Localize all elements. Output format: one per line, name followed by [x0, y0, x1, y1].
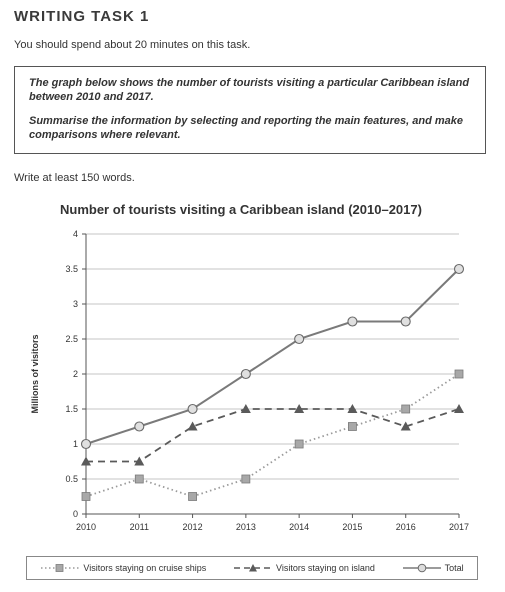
- legend-item-cruise: Visitors staying on cruise ships: [40, 563, 206, 573]
- series-line: [86, 408, 460, 463]
- legend-swatch-total: [402, 563, 441, 573]
- y-tick-label: 0: [73, 509, 78, 519]
- x-axis-ticks: 2010 2011 2012 2013 2014 2015 2016 2017: [76, 514, 469, 532]
- legend-item-total: Total: [402, 563, 464, 573]
- data-point-square: [348, 422, 357, 431]
- data-point-triangle: [454, 404, 464, 413]
- x-tick-label: 2014: [289, 522, 309, 532]
- series-line: [85, 268, 460, 445]
- y-tick-label: 3: [73, 299, 78, 309]
- legend-label-total: Total: [444, 563, 464, 573]
- y-tick-label: 1: [73, 439, 78, 449]
- chart-legend: Visitors staying on cruise ships Visitor…: [26, 556, 478, 580]
- legend-swatch-island: [233, 564, 272, 572]
- x-tick-label: 2011: [130, 522, 149, 532]
- data-point-square: [241, 474, 251, 484]
- data-point-square: [454, 369, 464, 379]
- data-point-square: [294, 439, 304, 449]
- data-point-circle: [347, 316, 358, 327]
- data-point-circle: [80, 438, 92, 450]
- chart-series: [80, 263, 465, 501]
- x-tick-label: 2013: [236, 522, 256, 532]
- line-chart: Number of tourists visiting a Caribbean …: [30, 202, 469, 532]
- chart-gridlines: [86, 233, 459, 480]
- x-tick-label: 2012: [183, 522, 203, 532]
- y-tick-label: 2: [73, 369, 78, 379]
- data-point-circle: [400, 316, 411, 327]
- legend-label-island: Visitors staying on island: [275, 563, 375, 573]
- series-square: [81, 369, 464, 501]
- data-point-circle: [453, 263, 465, 275]
- data-point-square: [401, 404, 411, 414]
- time-instruction: You should spend about 20 minutes on thi…: [14, 39, 251, 51]
- data-point-triangle: [240, 404, 251, 413]
- data-point-circle: [240, 368, 251, 380]
- word-count-instruction: Write at least 150 words.: [14, 172, 135, 184]
- data-point-triangle: [400, 421, 411, 431]
- series-circle: [80, 263, 465, 450]
- legend-label-cruise: Visitors staying on cruise ships: [83, 563, 207, 573]
- data-point-triangle: [81, 456, 91, 466]
- task-prompt-directive: Summarise the information by selecting a…: [29, 115, 463, 141]
- x-tick-label: 2015: [342, 522, 362, 532]
- chart-title: Number of tourists visiting a Caribbean …: [60, 202, 422, 217]
- x-tick-label: 2017: [449, 522, 469, 532]
- y-tick-label: 2.5: [65, 334, 78, 344]
- data-point-square: [188, 492, 197, 501]
- y-axis-label: Millions of visitors: [30, 334, 40, 413]
- data-point-square: [81, 492, 91, 501]
- data-point-triangle: [347, 404, 358, 413]
- task-prompt-description: The graph below shows the number of tour…: [29, 77, 470, 103]
- data-point-triangle: [294, 404, 305, 413]
- data-point-square: [134, 474, 144, 484]
- data-point-triangle: [134, 456, 145, 466]
- y-tick-label: 1.5: [65, 404, 78, 414]
- y-tick-label: 0.5: [65, 474, 78, 484]
- x-tick-label: 2016: [396, 522, 416, 532]
- series-triangle: [81, 404, 464, 466]
- data-point-circle: [134, 421, 145, 432]
- data-point-circle: [294, 333, 305, 345]
- legend-item-island: Visitors staying on island: [233, 563, 375, 573]
- task-heading: WRITING TASK 1: [14, 8, 150, 25]
- y-tick-label: 4: [73, 229, 78, 239]
- y-axis-ticks: 0 0.5 1 1.5 2 2.5 3 3.5 4: [65, 229, 86, 519]
- data-point-triangle: [187, 421, 198, 431]
- y-tick-label: 3.5: [65, 264, 78, 274]
- data-point-circle: [187, 403, 198, 415]
- legend-swatch-cruise: [41, 564, 80, 572]
- task-prompt-box: The graph below shows the number of tour…: [14, 66, 486, 154]
- x-tick-label: 2010: [76, 522, 96, 532]
